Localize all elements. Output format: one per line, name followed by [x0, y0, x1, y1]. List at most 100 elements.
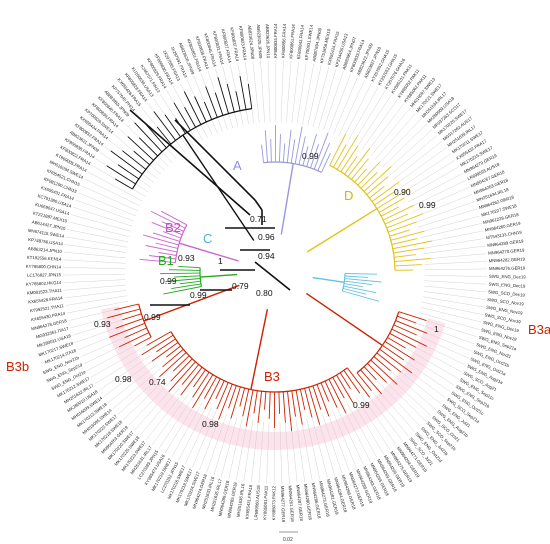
terminal-branch — [149, 255, 176, 260]
clade-label-d: D — [344, 188, 353, 203]
leaf-guide-line — [404, 347, 459, 379]
leaf-guide-line — [295, 420, 305, 482]
terminal-branch — [393, 247, 425, 254]
leaf-label: AB863214.JPN10 — [28, 246, 63, 254]
leaf-guide-line — [369, 388, 409, 437]
support-value: 0.98 — [115, 374, 132, 384]
leaf-label: MN964282.GER19 — [489, 256, 526, 263]
terminal-branch — [291, 390, 296, 417]
terminal-branch — [257, 391, 263, 424]
terminal-branch — [134, 336, 152, 347]
backbone-branch — [254, 199, 263, 211]
leaf-guide-line — [357, 94, 392, 147]
leaf-guide-line — [134, 384, 176, 431]
terminal-branch — [333, 144, 347, 168]
terminal-branch — [215, 380, 225, 399]
leaf-guide-line — [360, 394, 397, 446]
leaf-guide-line — [285, 421, 290, 484]
terminal-branch — [127, 136, 154, 161]
leaf-guide-line — [73, 207, 133, 227]
leaf-guide-line — [412, 187, 470, 213]
leaf-label: KP700931.SWE14 — [304, 24, 314, 61]
terminal-branch — [168, 361, 196, 392]
terminal-branch — [138, 137, 159, 157]
terminal-branch — [235, 91, 241, 111]
terminal-branch — [242, 389, 250, 417]
terminal-branch — [109, 322, 145, 338]
terminal-branch — [139, 258, 176, 264]
terminal-branch — [313, 132, 329, 170]
terminal-branch — [184, 106, 196, 128]
leaf-label: KY765802.HKG14 — [26, 280, 62, 287]
leaf-guide-line — [128, 380, 172, 426]
leaf-label: KF800823.FRA14 — [238, 26, 248, 61]
leaf-guide-line — [87, 341, 143, 371]
clade-node-arc — [138, 303, 152, 338]
leaf-guide-layer — [62, 59, 488, 485]
terminal-branch — [141, 334, 174, 356]
terminal-branch — [115, 318, 144, 329]
terminal-branch — [336, 374, 354, 404]
leaf-guide-line — [171, 402, 203, 458]
terminal-branch — [239, 387, 246, 407]
terminal-branch — [203, 376, 217, 399]
terminal-branch — [346, 367, 370, 398]
support-value: 0.96 — [258, 232, 275, 242]
leaf-label: SWG_SCO_Dec19 — [488, 289, 526, 297]
terminal-branch — [155, 242, 178, 249]
leaf-guide-line — [352, 90, 386, 144]
leaf-guide-line — [424, 285, 487, 293]
support-value: 0.74 — [149, 377, 166, 387]
terminal-branch — [393, 324, 417, 336]
terminal-branch — [122, 313, 142, 321]
terminal-branch — [294, 126, 303, 164]
leaf-guide-line — [84, 178, 141, 207]
terminal-branch — [114, 303, 139, 311]
terminal-branch — [253, 390, 258, 414]
leaf-label: SWG_SCO_Nov19 — [487, 297, 525, 307]
clade-stem-branch — [250, 309, 269, 390]
leaf-label: SWG_ENG_Nov19 — [486, 305, 524, 316]
leaf-label: MN964270.GER19 — [488, 247, 525, 255]
terminal-branch — [389, 332, 417, 348]
leaf-guide-line — [423, 291, 486, 300]
terminal-branch — [383, 204, 414, 221]
leaf-guide-line — [424, 261, 487, 265]
leaf-guide-line — [327, 412, 350, 471]
leaf-guide-line — [402, 159, 456, 193]
clade-stem-branch — [200, 273, 238, 278]
leaf-label: KT192556.KEN14 — [27, 255, 62, 262]
leaf-guide-line — [112, 368, 161, 409]
leaf-guide-line — [392, 141, 443, 180]
leaf-label: AB614427.JPN10 — [31, 219, 66, 231]
leaf-guide-line — [139, 387, 180, 436]
leaf-guide-line — [75, 199, 134, 222]
leaf-label: KF800843.FRA14 — [296, 24, 305, 59]
leaf-guide-line — [337, 408, 364, 465]
support-value: 0.99 — [160, 276, 177, 286]
support-value: 0.93 — [94, 319, 111, 329]
terminal-branch — [152, 232, 180, 242]
terminal-branch — [151, 221, 183, 236]
terminal-branch — [371, 181, 400, 202]
terminal-branch — [156, 126, 172, 145]
support-value: 0.90 — [394, 187, 411, 197]
leaf-label: MN964261.GER18 — [288, 485, 296, 522]
terminal-branch — [317, 142, 331, 171]
terminal-branch — [192, 374, 214, 409]
terminal-branch — [290, 139, 296, 164]
leaf-guide-line — [62, 267, 126, 269]
leaf-guide-line — [424, 268, 488, 270]
leaf-guide-line — [63, 279, 126, 283]
terminal-branch — [386, 213, 424, 229]
terminal-branch — [217, 77, 230, 114]
leaf-label: KF800861.FRA14 — [288, 23, 296, 58]
clade-highlight-layer — [101, 305, 446, 451]
leaf-guide-line — [323, 71, 344, 131]
leaf-guide-line — [399, 153, 452, 189]
clade-stem-branch — [178, 242, 239, 262]
terminal-branch — [391, 328, 427, 347]
terminal-branch — [226, 83, 235, 113]
leaf-guide-line — [424, 275, 488, 277]
leaf-guide-line — [65, 236, 128, 248]
